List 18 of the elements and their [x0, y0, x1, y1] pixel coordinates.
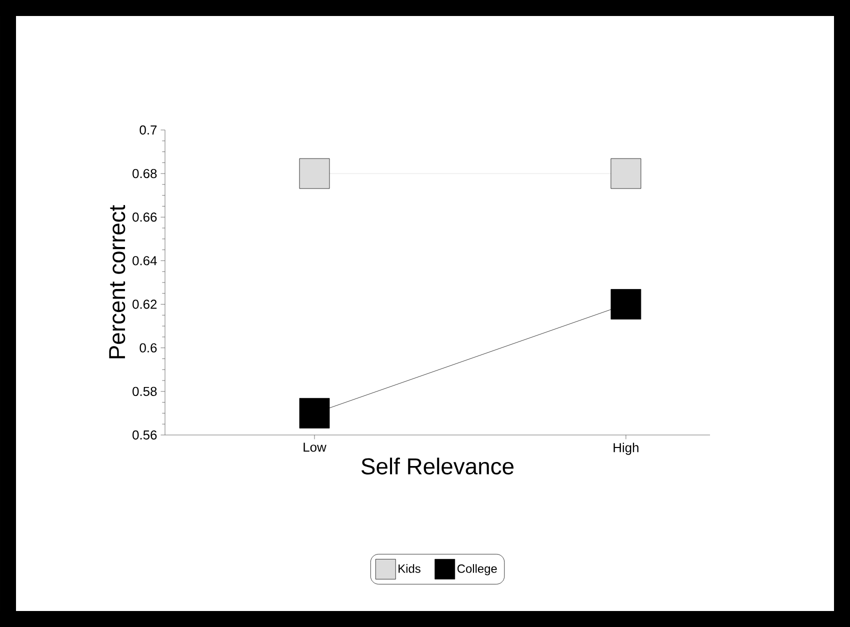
point	[610, 158, 642, 189]
y-tick-label: 0.68	[132, 168, 157, 178]
y-tick-label: 0.64	[132, 256, 157, 266]
legend-label: College	[457, 564, 497, 576]
y-tick-label: 0.62	[132, 300, 157, 309]
x-tick-label: Low	[304, 442, 326, 452]
x-tick-label: High	[614, 442, 638, 455]
y-tick-label: 0.58	[132, 386, 157, 396]
y-tick-label: 0.56	[132, 430, 157, 440]
x-axis-title: Self Relevance	[361, 458, 514, 474]
y-axis-title: Percent correct	[109, 205, 126, 358]
y-tick-label: 0.66	[132, 212, 157, 222]
point	[610, 289, 642, 320]
y-tick-label: 0.7	[140, 125, 157, 135]
point	[299, 158, 330, 189]
legend-label: Kids	[398, 564, 420, 573]
point	[299, 398, 330, 428]
y-tick-label: 0.6	[140, 343, 157, 352]
